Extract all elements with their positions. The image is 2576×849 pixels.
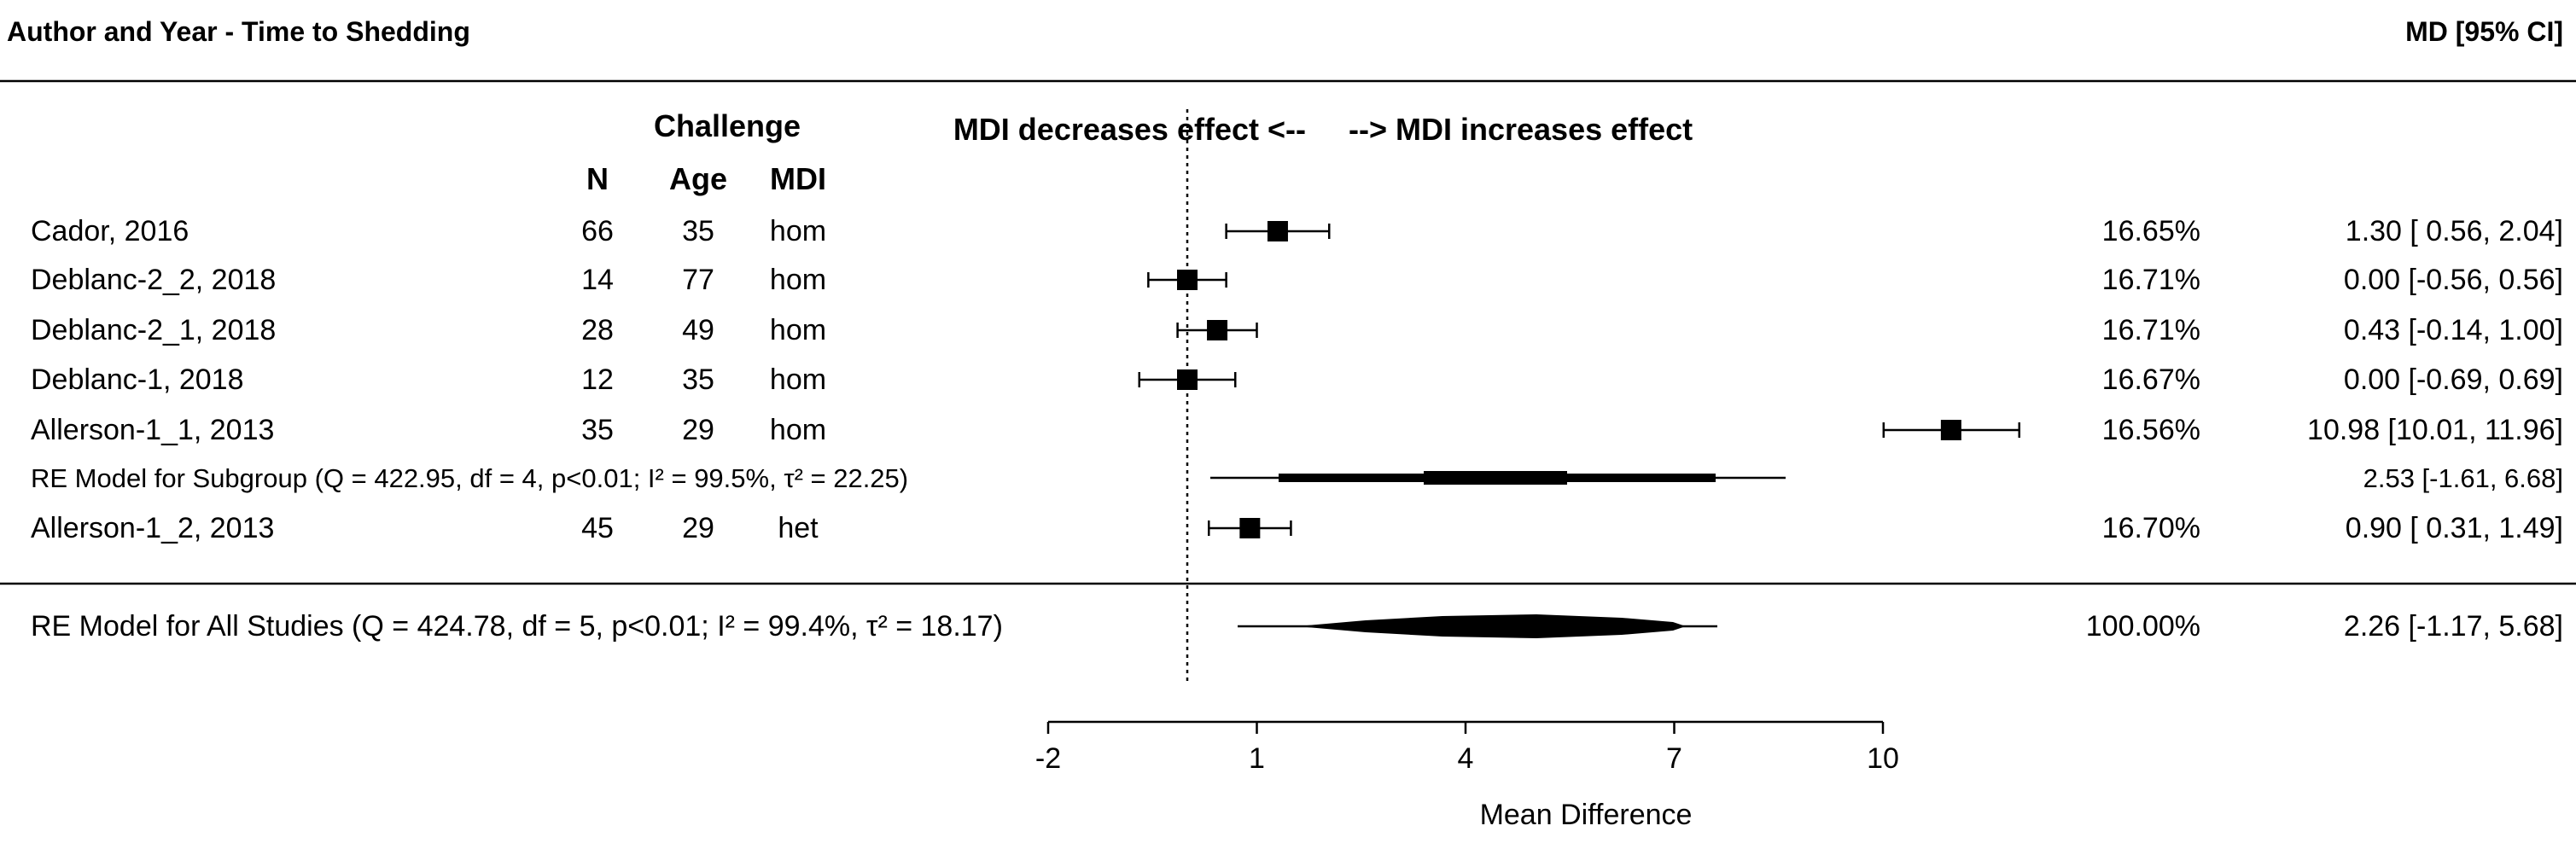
study-row-2-mdi: hom [770, 264, 826, 296]
overall-model-label: RE Model for All Studies (Q = 424.78, df… [31, 610, 1003, 643]
forest-marks [1138, 109, 2020, 683]
study-row-2-n: 14 [581, 264, 614, 296]
study-row-4-age: 35 [682, 363, 714, 396]
x-axis: -2 1 4 7 10 [1035, 720, 1899, 775]
study-row-4-mdi: hom [770, 363, 826, 396]
x-tick-label-2: 4 [1458, 742, 1474, 775]
study-row-4-weight: 16.67% [2102, 363, 2200, 396]
column-header-n: N [586, 161, 609, 196]
study-row-2-ci: 0.00 [-0.56, 0.56] [2344, 264, 2563, 296]
study-row-6-age: 29 [682, 512, 714, 544]
direction-right-label: --> MDI increases effect [1349, 112, 1693, 147]
study-row-2-weight: 16.71% [2102, 264, 2200, 296]
study-row-5-weight: 16.56% [2102, 414, 2200, 446]
subgroup-band-inner [1424, 471, 1567, 485]
header-left-title: Author and Year - Time to Shedding [7, 16, 470, 47]
overall-pooled-polygon [1297, 614, 1686, 638]
x-tick-label-1: 1 [1249, 742, 1265, 775]
study-row-4-ci: 0.00 [-0.69, 0.69] [2344, 363, 2563, 396]
study-row-6-ci: 0.90 [ 0.31, 1.49] [2346, 512, 2563, 544]
study-row-3-weight: 16.71% [2102, 314, 2200, 346]
subgroup-model-label: RE Model for Subgroup (Q = 422.95, df = … [31, 463, 908, 493]
study-row-3-mdi: hom [770, 314, 826, 346]
x-tick-label-3: 7 [1666, 742, 1682, 775]
overall-model-ci: 2.26 [-1.17, 5.68] [2344, 610, 2563, 643]
study-row-3-age: 49 [682, 314, 714, 346]
study-row-1-age: 35 [682, 215, 714, 247]
x-tick-label-4: 10 [1867, 742, 1899, 775]
study-row-1-mdi: hom [770, 215, 826, 247]
study-row-6-label: Allerson-1_2, 2013 [31, 512, 274, 544]
study-row-1-weight: 16.65% [2102, 215, 2200, 247]
column-header-mdi: MDI [770, 161, 826, 196]
study-row-1-label: Cador, 2016 [31, 215, 189, 247]
study-row-1-n: 66 [581, 215, 614, 247]
study-row-5-label: Allerson-1_1, 2013 [31, 414, 274, 446]
x-tick-label-0: -2 [1035, 742, 1061, 775]
study-row-6-point [1239, 518, 1261, 538]
study-row-3-label: Deblanc-2_1, 2018 [31, 314, 276, 346]
direction-left-label: MDI decreases effect <-- [953, 112, 1306, 147]
column-header-challenge: Challenge [654, 108, 801, 143]
study-row-4-label: Deblanc-1, 2018 [31, 363, 244, 396]
study-row-5-point [1940, 420, 1961, 440]
column-header-age: Age [669, 161, 727, 196]
study-row-6-mdi: het [778, 512, 819, 544]
overall-model-weight: 100.00% [2086, 610, 2200, 643]
header-right-title: MD [95% CI] [2405, 16, 2563, 47]
study-row-2-age: 77 [682, 264, 714, 296]
study-row-6-n: 45 [581, 512, 614, 544]
study-row-3-n: 28 [581, 314, 614, 346]
study-row-6-weight: 16.70% [2102, 512, 2200, 544]
study-row-5-n: 35 [581, 414, 614, 446]
study-row-2-label: Deblanc-2_2, 2018 [31, 264, 276, 296]
study-row-1-ci: 1.30 [ 0.56, 2.04] [2346, 215, 2563, 247]
study-row-3-point [1207, 320, 1228, 340]
study-row-5-mdi: hom [770, 414, 826, 446]
study-row-5-ci: 10.98 [10.01, 11.96] [2307, 414, 2563, 446]
study-row-4-n: 12 [581, 363, 614, 396]
forest-rows: Cador, 2016 66 35 hom 16.65% 1.30 [ 0.56, 2.0… [31, 215, 2563, 643]
study-row-3-ci: 0.43 [-0.14, 1.00] [2344, 314, 2563, 346]
study-row-5-age: 29 [682, 414, 714, 446]
subgroup-model-ci: 2.53 [-1.61, 6.68] [2363, 463, 2563, 493]
study-row-1-point [1267, 221, 1288, 241]
x-axis-label: Mean Difference [1480, 799, 1693, 831]
